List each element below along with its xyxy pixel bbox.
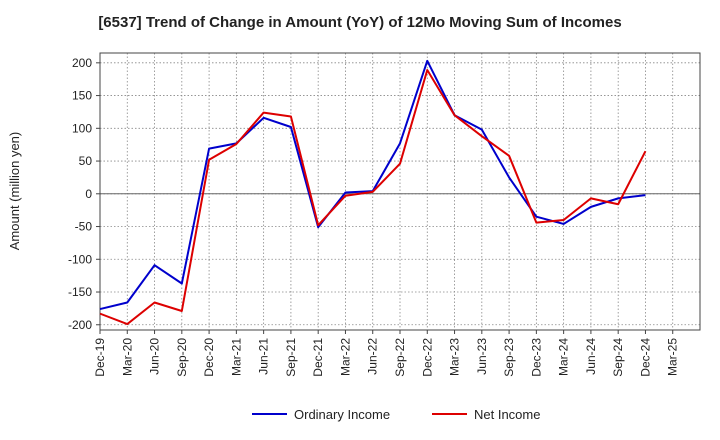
legend: Ordinary Income Net Income (252, 407, 540, 422)
x-tick-label: Dec-19 (93, 338, 107, 377)
y-tick-label: -50 (75, 220, 93, 234)
x-tick-label: Sep-20 (175, 338, 189, 377)
y-tick-label: 150 (72, 89, 92, 103)
y-tick-label: -150 (68, 285, 92, 299)
grid-layer (99, 53, 701, 330)
series-line-net-income (99, 69, 647, 326)
x-tick-label: Dec-24 (638, 338, 652, 377)
y-tick-label: 0 (85, 187, 92, 201)
chart-title: [6537] Trend of Change in Amount (YoY) o… (98, 14, 622, 31)
x-tick-label: Sep-24 (611, 338, 625, 377)
x-tick-label: Mar-25 (666, 338, 680, 376)
x-tick-label: Jun-24 (584, 338, 598, 375)
legend-item: Ordinary Income (252, 407, 390, 422)
x-tick-label: Mar-22 (338, 338, 352, 376)
y-tick-label: 200 (72, 56, 92, 70)
x-tick-label: Jun-20 (148, 338, 162, 375)
x-tick-label: Mar-23 (448, 338, 462, 376)
y-axis-title: Amount (million yen) (7, 132, 22, 251)
series-layer (99, 59, 647, 326)
x-tick-label: Jun-22 (366, 338, 380, 375)
y-tick-labels: 200 150 100 50 0 -50 -100 -150 -200 (68, 56, 100, 332)
x-tick-label: Jun-21 (257, 338, 271, 375)
y-tick-label: -200 (68, 318, 92, 332)
x-tick-label: Dec-22 (420, 338, 434, 377)
x-tick-label: Jun-23 (475, 338, 489, 375)
legend-item: Net Income (432, 407, 540, 422)
x-tick-label: Mar-24 (557, 338, 571, 376)
x-tick-label: Sep-22 (393, 338, 407, 377)
x-tick-label: Dec-23 (529, 338, 543, 377)
x-tick-label: Mar-21 (229, 338, 243, 376)
legend-label: Net Income (474, 407, 540, 422)
x-tick-label: Sep-23 (502, 338, 516, 377)
x-tick-label: Sep-21 (284, 338, 298, 377)
y-tick-label: 100 (72, 121, 92, 135)
x-tick-label: Dec-21 (311, 338, 325, 377)
series-line-ordinary-income (99, 59, 646, 311)
y-tick-label: 50 (79, 154, 93, 168)
x-tick-labels: Dec-19 Mar-20 Jun-20 Sep-20 Dec-20 Mar-21 Jun-… (93, 330, 680, 377)
legend-label: Ordinary Income (294, 407, 390, 422)
x-tick-label: Mar-20 (120, 338, 134, 376)
x-tick-label: Dec-20 (202, 338, 216, 377)
y-tick-label: -100 (68, 252, 92, 266)
